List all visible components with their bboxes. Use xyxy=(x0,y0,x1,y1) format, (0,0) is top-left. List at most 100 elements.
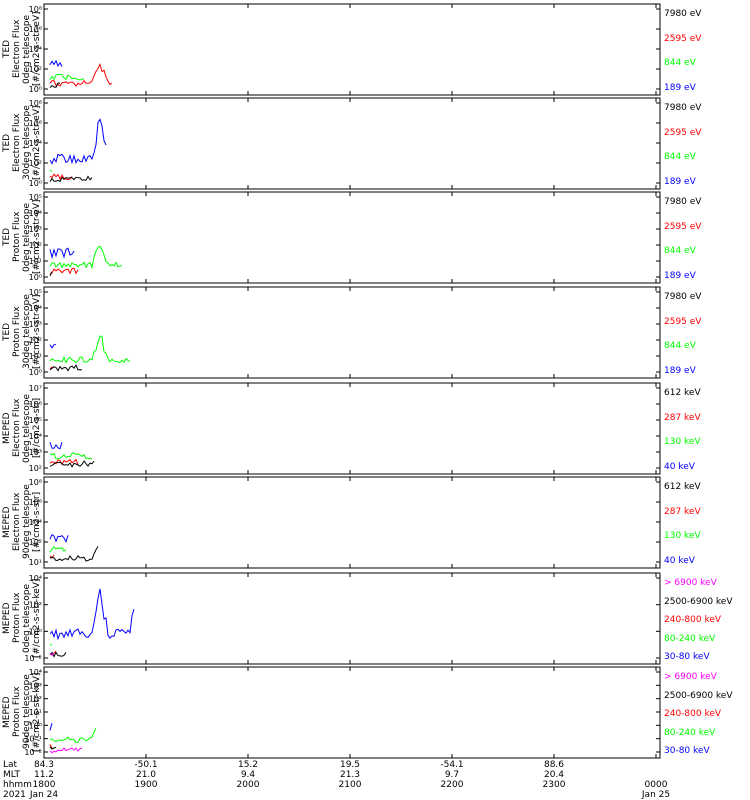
ephemeris-lat: 19.5 xyxy=(339,760,361,770)
panel-5-legend: 612 keV 287 keV 130 keV 40 keV xyxy=(664,382,750,474)
legend-entry: 7980 eV xyxy=(664,197,702,207)
ephemeris-lat: -50.1 xyxy=(134,760,158,770)
series-4-trace xyxy=(49,746,57,750)
y-tick-label: 10³ xyxy=(29,681,42,690)
panel-3-legend: 7980 eV 2595 eV 844 eV 189 eV xyxy=(664,191,750,283)
series-3-trace xyxy=(49,554,55,560)
legend-entry: 612 keV xyxy=(664,482,701,492)
y-tick-label: 10⁶ xyxy=(29,400,42,409)
series-4-trace xyxy=(49,460,95,468)
y-tick-label: 10⁴ xyxy=(29,45,42,54)
y-tick-label: 10⁶ xyxy=(29,498,42,507)
legend-entry: 844 eV xyxy=(664,152,696,163)
series-2-trace xyxy=(49,73,85,81)
legend-entry: 2595 eV xyxy=(664,316,702,327)
y-tick-label: 10⁸ xyxy=(29,99,42,108)
legend-entry: 287 keV xyxy=(664,412,701,423)
y-tick-label: 10² xyxy=(29,464,42,473)
panel-3-plot: 10⁵ 10⁴ 10³ 10² 10¹ 10⁰ xyxy=(29,191,661,284)
legend-entry: 240-800 keV xyxy=(664,709,722,719)
legend-entry: > 6900 keV xyxy=(664,578,717,588)
panel-frame xyxy=(43,382,661,475)
y-tick-label: 10⁻² xyxy=(24,654,42,663)
legend-entry: 2500-6900 keV xyxy=(664,596,733,607)
legend-entry: 30-80 keV xyxy=(664,652,710,662)
legend-entry: 40 keV xyxy=(664,462,695,472)
y-tick-label: 10⁴ xyxy=(29,432,42,441)
series-2-trace xyxy=(49,245,123,270)
series-1-trace xyxy=(49,118,107,165)
y-tick-label: 10⁰ xyxy=(29,273,42,282)
ephemeris-hhmm: 0000 xyxy=(644,780,668,790)
legend-entry: 2595 eV xyxy=(664,127,702,138)
panel-7-legend: > 6900 keV 2500-6900 keV 240-800 keV 80-240… xyxy=(664,572,750,664)
panel-frame xyxy=(43,286,661,379)
ephemeris-hhmm: 2100 xyxy=(338,780,362,790)
ephemeris-date: Jan 25 xyxy=(641,790,671,800)
y-tick-label: 10³ xyxy=(29,225,42,234)
panel-frame xyxy=(43,191,661,284)
series-2-trace xyxy=(49,169,53,172)
panel-5-plot: 10⁷ 10⁶ 10⁵ 10⁴ 10³ 10² xyxy=(29,382,661,475)
ephemeris-mlt: 20.4 xyxy=(543,770,565,780)
legend-entry: 2595 eV xyxy=(664,221,702,232)
y-tick-label: 10⁰ xyxy=(29,721,42,730)
panel-1-plot: 10⁸ 10⁶ 10⁴ 10² 10⁰ xyxy=(29,3,661,96)
y-tick-label: 10⁵ xyxy=(29,288,42,297)
series-2-trace xyxy=(49,643,53,646)
y-tick-label: 10² xyxy=(29,241,42,250)
y-tick-label: 10⁸ xyxy=(29,5,42,14)
ephemeris-lat: 15.2 xyxy=(237,760,259,770)
ephemeris-row-label: 2021 xyxy=(3,790,26,800)
ephemeris-hhmm: 1900 xyxy=(134,780,158,790)
legend-entry: 189 eV xyxy=(664,366,696,376)
y-tick-label: 10⁻¹ xyxy=(24,735,42,744)
y-tick-label: 10⁰ xyxy=(29,179,42,188)
y-tick-label: 10⁸ xyxy=(29,478,42,487)
legend-entry: 189 eV xyxy=(664,271,696,281)
y-tick-label: 10⁰ xyxy=(29,368,42,377)
series-3-trace xyxy=(49,62,113,87)
series-5-trace xyxy=(49,747,83,754)
legend-entry: 844 eV xyxy=(664,246,696,257)
series-3-trace xyxy=(49,173,73,181)
legend-entry: 189 eV xyxy=(664,177,696,187)
ephemeris-row-label: Lat xyxy=(3,760,18,770)
y-tick-label: 10⁴ xyxy=(29,518,42,527)
ephemeris-hhmm: 2300 xyxy=(542,780,566,790)
series-2-trace xyxy=(49,728,97,744)
legend-entry: 80-240 keV xyxy=(664,633,716,644)
series-1-trace xyxy=(49,722,53,731)
ephemeris-lat: 88.6 xyxy=(543,760,565,770)
series-1-trace xyxy=(49,533,69,543)
legend-entry: 80-240 keV xyxy=(664,727,716,738)
panel-frame xyxy=(43,572,661,665)
legend-entry: 40 keV xyxy=(664,556,695,566)
ephemeris-mlt: 9.4 xyxy=(240,770,256,780)
legend-entry: 612 keV xyxy=(664,388,701,398)
y-tick-label: 10¹ xyxy=(29,352,42,361)
y-tick-label: 10⁶ xyxy=(29,25,42,34)
y-tick-label: 10⁰ xyxy=(29,85,42,94)
series-2-trace xyxy=(49,546,67,553)
y-tick-label: 10⁴ xyxy=(29,304,42,313)
y-tick-label: 10⁶ xyxy=(29,119,42,128)
ephemeris-mlt: 11.2 xyxy=(33,770,55,780)
y-tick-label: 10² xyxy=(29,336,42,345)
series-1-trace xyxy=(49,59,63,67)
ephemeris-hhmm: 2000 xyxy=(236,780,260,790)
ephemeris-mlt: 21.0 xyxy=(135,770,157,780)
series-4-trace xyxy=(49,175,93,183)
y-tick-label: 10⁴ xyxy=(29,139,42,148)
panel-frame xyxy=(43,476,661,569)
series-1-trace xyxy=(49,441,63,450)
series-1-trace xyxy=(49,247,75,260)
y-tick-label: 10⁵ xyxy=(29,416,42,425)
legend-entry: 7980 eV xyxy=(664,9,702,19)
ephemeris-hhmm: 2200 xyxy=(440,780,464,790)
series-1-trace xyxy=(49,343,57,349)
y-tick-label: 10³ xyxy=(29,320,42,329)
series-5-trace xyxy=(49,652,55,656)
y-tick-label: 10⁴ xyxy=(29,668,42,677)
y-tick-label: 10⁴ xyxy=(29,574,42,583)
